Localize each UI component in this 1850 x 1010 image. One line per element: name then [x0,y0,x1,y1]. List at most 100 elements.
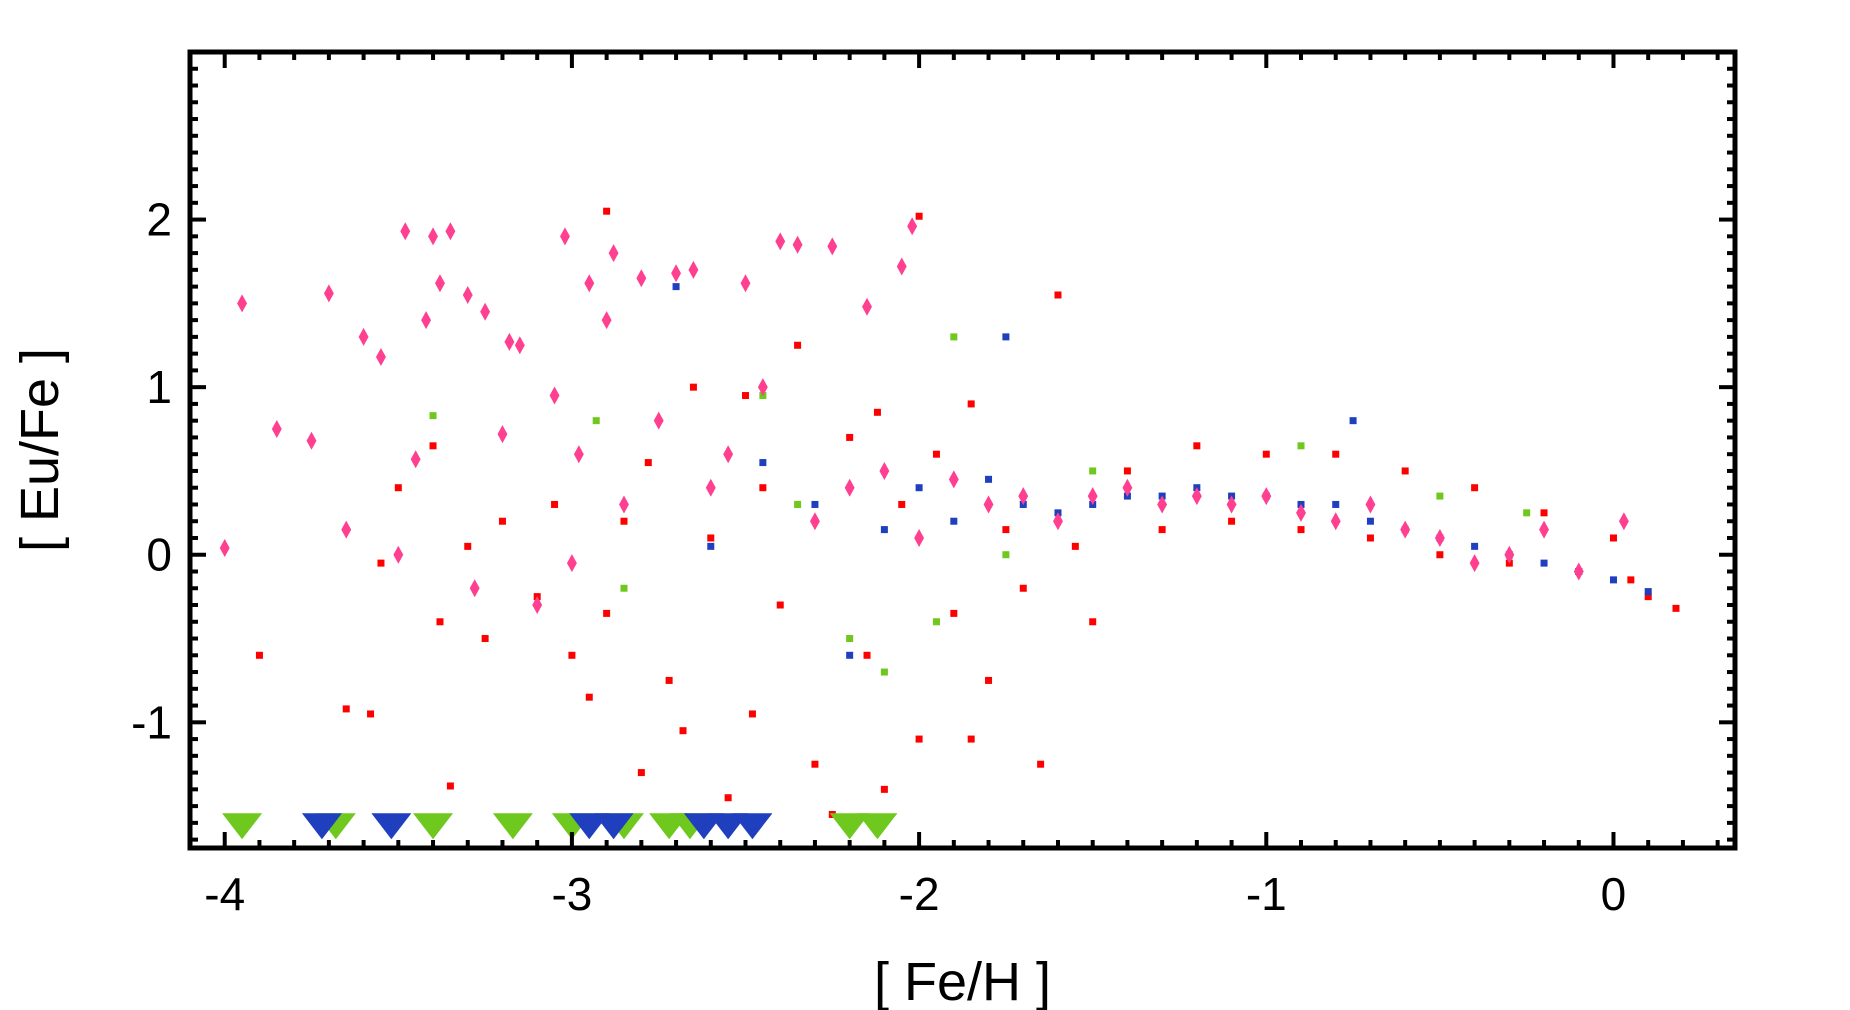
data-point [1297,442,1305,450]
data-point [759,459,767,467]
data-point [1436,492,1444,500]
data-point [1018,487,1029,506]
data-point [1471,484,1479,492]
data-point [619,495,629,514]
data-point [794,341,802,349]
data-point [1332,450,1340,458]
data-point [394,484,402,492]
data-point [1123,467,1131,475]
data-point [480,302,491,321]
data-point [1193,442,1201,450]
data-point [1226,495,1237,514]
axis-ticks [190,50,1735,848]
data-point [400,222,411,241]
data-point [469,579,480,598]
data-point [1401,467,1409,475]
data-point [219,539,230,558]
y-tick-label: 0 [146,529,172,581]
series-6 [301,813,773,840]
data-point [983,495,994,514]
data-point [1157,495,1168,514]
tick-labels: -4 -3 -2 -1 0 -1 0 1 2 [131,194,1626,920]
data-point [1609,576,1617,584]
data-point [644,459,652,467]
upper-limit-point [492,813,533,840]
data-point [377,559,385,567]
data-point [932,618,940,626]
data-point [608,244,619,263]
data-point [948,470,959,489]
data-point [724,794,732,802]
data-point [1618,512,1629,531]
data-point [950,333,958,341]
data-point [1158,526,1166,534]
data-point [560,227,570,246]
data-point [1504,545,1515,564]
data-point [1366,534,1374,542]
data-point [498,517,506,525]
data-point [592,417,600,425]
data-point [1191,487,1202,506]
data-point [679,727,687,735]
data-point [932,450,940,458]
data-point [898,500,906,508]
data-point [723,445,734,464]
data-point [1330,512,1341,531]
data-point [794,500,802,508]
data-point [573,445,584,464]
upper-limit-point [593,813,634,840]
data-point [1002,333,1010,341]
data-point [914,528,925,547]
data-point [665,676,673,684]
data-point [915,735,923,743]
data-point [653,411,664,430]
data-point [1644,588,1652,596]
data-point [671,264,682,283]
data-point [428,227,438,246]
data-point [985,676,993,684]
data-point [1296,503,1306,522]
x-axis-label: [ Fe/H ] [874,952,1051,1010]
data-point [742,392,750,400]
data-point [1262,450,1270,458]
data-point [759,484,767,492]
plot-area [219,207,1680,840]
data-point [1297,526,1305,534]
data-point [1228,517,1236,525]
data-point [601,311,612,330]
data-point [620,584,628,592]
x-tick-label: -2 [899,868,940,920]
data-point [603,207,611,215]
data-point [967,735,975,743]
data-point [846,635,854,643]
x-tick-label: -4 [204,868,245,920]
upper-limit-point [829,813,870,840]
upper-limit-point [413,813,454,840]
plot-frame [187,49,1738,851]
data-point [1540,509,1548,517]
data-point [705,478,716,497]
data-point [915,212,923,220]
x-tick-label: 0 [1601,868,1627,920]
data-point [462,285,473,304]
data-point [341,520,352,539]
data-point [792,235,803,254]
data-point [873,408,881,416]
data-point [811,500,819,508]
data-point [1366,517,1374,525]
data-point [636,269,647,288]
data-point [1002,526,1010,534]
data-point [1523,509,1531,517]
data-point [429,442,437,450]
y-tick-label: -1 [131,696,172,748]
data-point [880,526,888,534]
y-tick-label: 1 [146,361,172,413]
y-axis-label: [ Eu/Fe ] [10,348,70,552]
data-point [811,760,819,768]
data-point [255,651,263,659]
data-point [1573,562,1584,581]
data-point [620,517,628,525]
data-point [585,693,593,701]
data-point [1434,528,1445,547]
data-point [879,461,890,480]
